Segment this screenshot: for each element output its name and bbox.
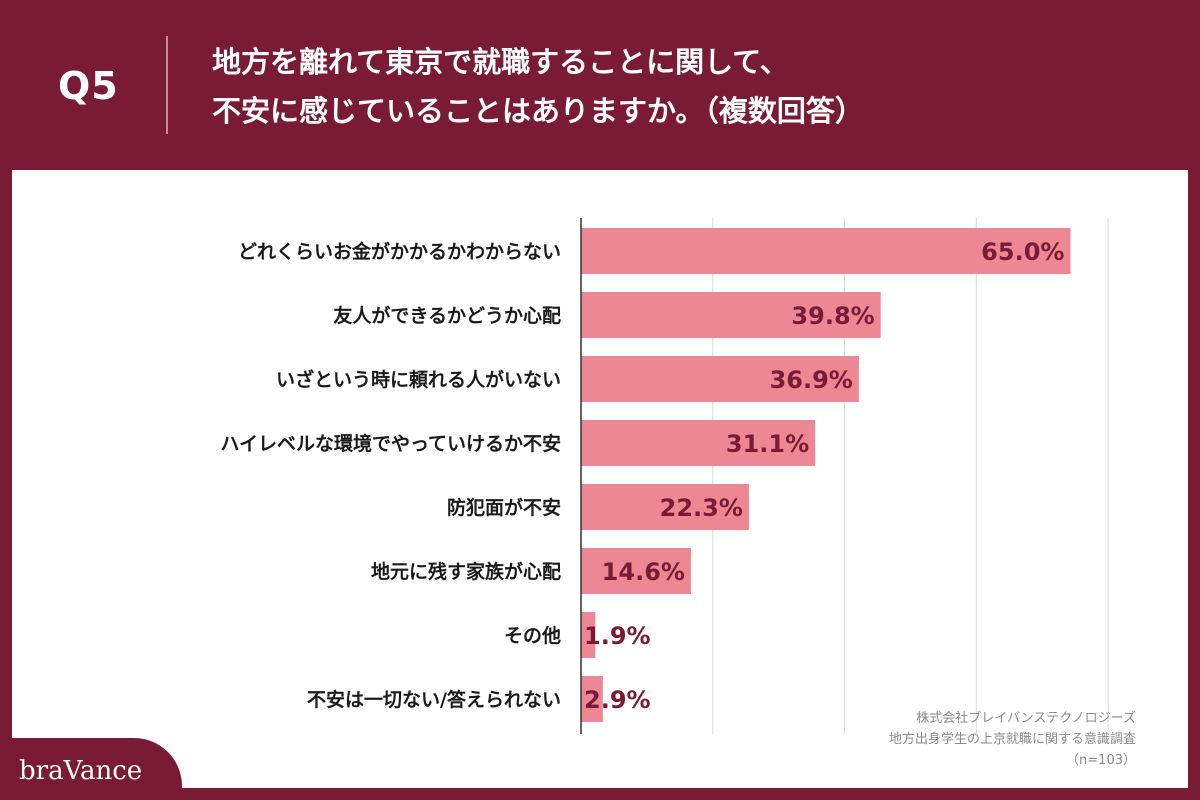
- category-label: どれくらいお金がかかるかわからない: [238, 240, 561, 263]
- source-survey: 地方出身学生の上京就職に関する意識調査: [888, 732, 1136, 747]
- value-label: 31.1%: [726, 430, 809, 458]
- category-label: 地元に残す家族が心配: [371, 560, 561, 583]
- value-label: 65.0%: [981, 238, 1064, 266]
- bar: [581, 548, 691, 594]
- value-label: 22.3%: [660, 494, 743, 522]
- value-label: 14.6%: [602, 558, 685, 586]
- question-text: 地方を離れて東京で就職することに関して、 不安に感じていることはありますか。（複…: [212, 38, 864, 136]
- value-label: 2.9%: [584, 686, 651, 714]
- sample-size: （n=103）: [1066, 753, 1136, 768]
- question-line-1: 地方を離れて東京で就職することに関して、: [212, 45, 789, 79]
- category-label: ハイレベルな環境でやっていけるか不安: [220, 432, 561, 455]
- bar: [581, 420, 816, 466]
- header-divider: [166, 36, 168, 134]
- value-label: 1.9%: [584, 622, 651, 650]
- category-label: 防犯面が不安: [447, 496, 561, 519]
- question-line-2: 不安に感じていることはありますか。（複数回答）: [212, 94, 864, 128]
- category-label: 不安は一切ない/答えられない: [307, 688, 561, 711]
- category-label: いざという時に頼れる人がいない: [276, 368, 561, 391]
- brand-logo: braVance: [19, 756, 143, 786]
- source-company: 株式会社ブレイバンステクノロジーズ: [916, 711, 1136, 726]
- bar: [581, 292, 881, 338]
- header: Q5 地方を離れて東京で就職することに関して、 不安に感じていることはありますか…: [0, 0, 1200, 170]
- bar: [581, 356, 859, 402]
- brand-tab: braVance: [0, 738, 182, 800]
- source-note: 株式会社ブレイバンステクノロジーズ 地方出身学生の上京就職に関する意識調査 （n…: [889, 708, 1136, 771]
- bar: [581, 484, 749, 530]
- question-number: Q5: [58, 64, 119, 108]
- bar: [581, 676, 603, 722]
- value-label: 39.8%: [791, 302, 874, 330]
- bar: [581, 612, 596, 658]
- category-label: 友人ができるかどうか心配: [333, 304, 561, 327]
- category-label: その他: [504, 624, 561, 647]
- value-label: 36.9%: [770, 366, 853, 394]
- bar-chart: どれくらいお金がかかるかわからない 65.0% 友人ができるかどうか心配 39.8% い…: [220, 218, 1109, 734]
- chart-panel: どれくらいお金がかかるかわからない 65.0% 友人ができるかどうか心配 39.8% い…: [12, 170, 1188, 788]
- bar: [581, 228, 1071, 274]
